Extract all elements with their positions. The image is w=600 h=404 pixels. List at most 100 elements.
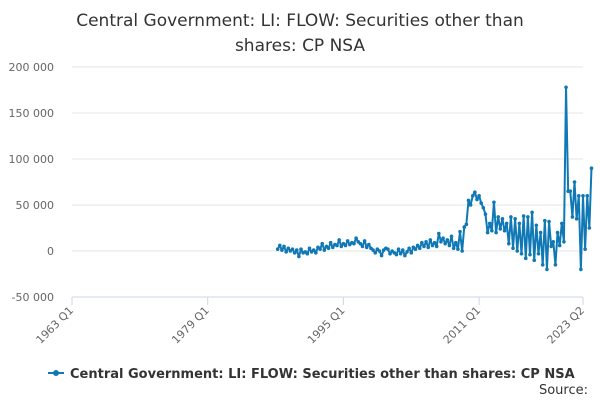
data-point	[441, 236, 445, 240]
data-point	[367, 242, 371, 247]
y-tick-label: 150 000	[9, 107, 55, 120]
x-tick-label: 1963 Q1	[34, 304, 77, 347]
data-point	[422, 244, 426, 249]
data-point	[314, 251, 318, 255]
data-point	[574, 217, 579, 221]
legend[interactable]: Central Government: LI: FLOW: Securities…	[48, 367, 575, 382]
data-point	[451, 246, 456, 251]
y-tick-label: 100 000	[9, 153, 55, 166]
data-point	[481, 205, 486, 210]
x-axis: 1963 Q1 1979 Q1 1995 Q1 2011 Q1 2023 Q2	[34, 296, 588, 347]
data-point	[498, 227, 503, 231]
data-point	[521, 214, 526, 218]
data-point	[307, 246, 312, 251]
data-point	[294, 248, 299, 252]
data-point	[282, 244, 286, 249]
data-point	[405, 250, 409, 254]
data-point	[379, 253, 384, 258]
data-point	[456, 247, 460, 251]
data-point	[487, 221, 492, 226]
y-tick-label: 50 000	[16, 199, 55, 212]
data-point	[362, 239, 367, 243]
data-point	[547, 219, 551, 224]
data-point	[477, 194, 481, 198]
data-point	[377, 249, 382, 253]
data-point	[318, 247, 322, 251]
data-point	[479, 201, 484, 205]
chart-title-line-2: shares: CP NSA	[235, 36, 365, 56]
data-point	[297, 254, 301, 259]
x-tick-label: 1979 Q1	[169, 304, 212, 347]
data-point	[398, 251, 403, 256]
data-point	[526, 215, 530, 219]
data-point	[354, 236, 358, 240]
data-point	[420, 240, 424, 245]
legend-point-marker	[53, 370, 59, 376]
chart-title: Central Government: LI: FLOW: Securities…	[76, 11, 524, 56]
data-point	[504, 221, 509, 226]
data-point	[540, 263, 545, 267]
data-point	[492, 200, 496, 205]
data-point	[572, 180, 577, 184]
y-gridlines	[72, 66, 583, 298]
data-point	[286, 246, 291, 251]
data-point	[449, 234, 454, 239]
data-point	[290, 247, 295, 251]
data-point	[322, 248, 327, 252]
data-point	[462, 225, 467, 229]
data-point	[536, 251, 541, 256]
data-point	[358, 241, 363, 246]
x-tick-label: 2011 Q1	[441, 304, 484, 347]
data-point	[519, 251, 524, 256]
data-point	[506, 241, 511, 246]
data-point	[432, 240, 437, 245]
data-point	[555, 230, 560, 235]
data-point	[490, 228, 494, 233]
data-point	[560, 221, 564, 226]
data-point	[409, 251, 414, 255]
legend-series-label: Central Government: LI: FLOW: Securities…	[70, 367, 575, 382]
data-point	[403, 253, 407, 258]
data-point	[328, 240, 333, 245]
data-point	[277, 243, 282, 248]
data-point	[509, 215, 513, 219]
data-point	[453, 240, 458, 245]
data-point	[396, 247, 401, 251]
data-point	[515, 249, 520, 253]
data-point	[413, 247, 418, 251]
data-point	[426, 245, 431, 250]
x-tick-label: 2023 Q2	[545, 304, 588, 347]
data-point	[543, 218, 547, 223]
y-tick-label: 0	[47, 245, 54, 258]
data-point	[339, 244, 344, 249]
data-point	[335, 243, 339, 248]
data-point	[460, 249, 464, 253]
data-point	[275, 247, 280, 251]
data-point	[523, 256, 528, 261]
data-point	[428, 238, 433, 242]
data-point	[437, 231, 441, 236]
data-point	[417, 246, 422, 251]
data-point	[545, 267, 549, 272]
data-point	[483, 212, 488, 216]
data-point	[485, 230, 490, 235]
data-point	[564, 85, 568, 90]
data-point	[511, 246, 515, 251]
data-point	[502, 228, 507, 233]
data-point	[371, 248, 375, 252]
data-point	[576, 194, 581, 198]
data-point	[280, 248, 284, 252]
data-point	[551, 240, 556, 244]
data-point	[500, 217, 505, 221]
data-point	[299, 247, 303, 251]
x-tick-label: 1995 Q1	[305, 304, 348, 347]
data-point	[445, 238, 450, 242]
data-point	[581, 194, 585, 198]
data-point	[434, 244, 439, 249]
data-point	[430, 243, 435, 248]
data-point	[439, 240, 443, 244]
data-point	[579, 267, 583, 272]
data-point	[583, 247, 587, 251]
